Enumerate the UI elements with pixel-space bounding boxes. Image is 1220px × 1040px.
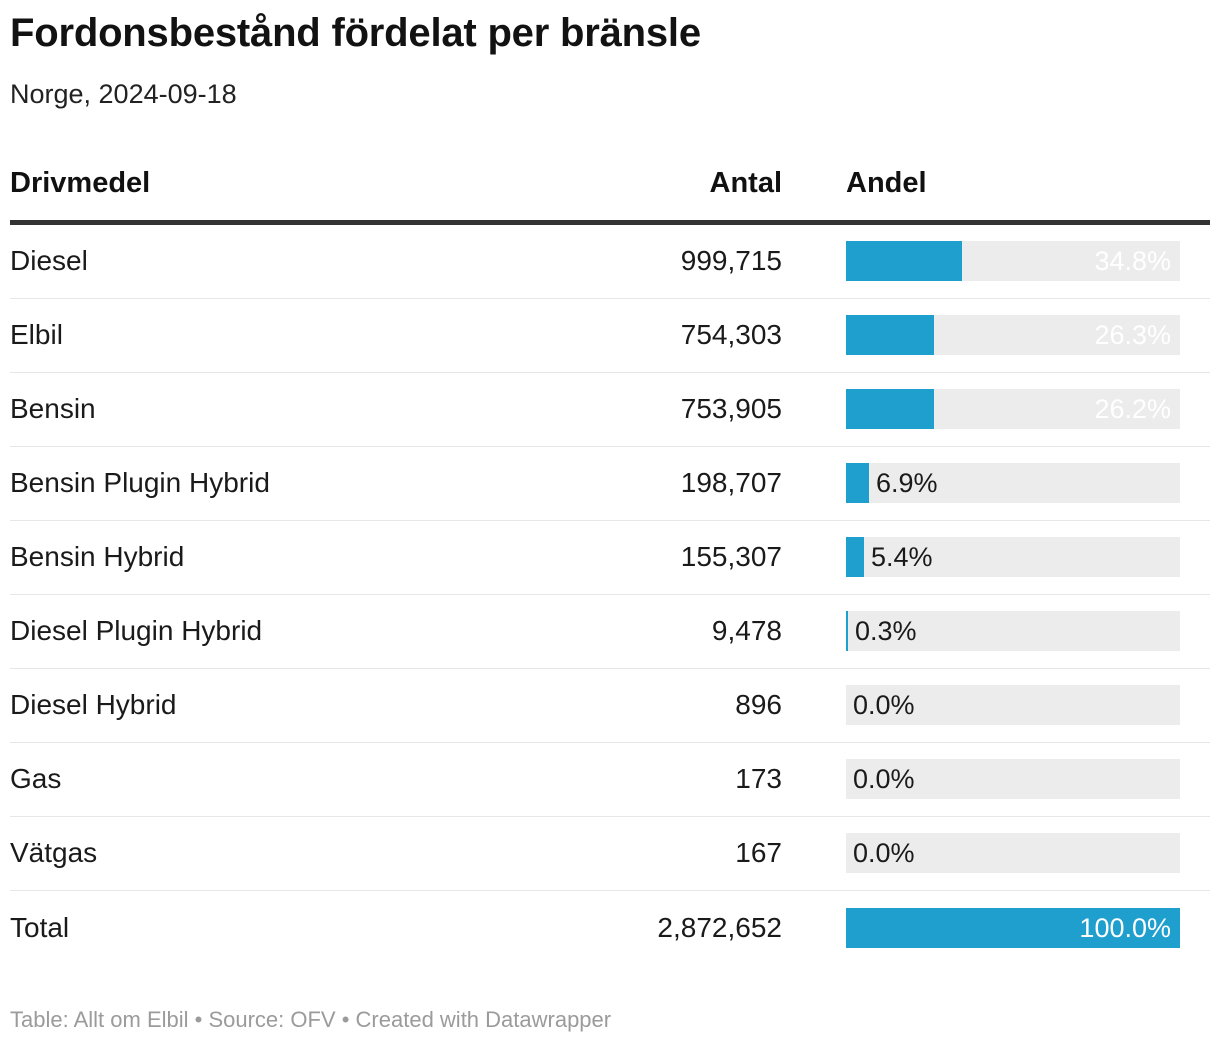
count-value: 9,478: [711, 615, 782, 647]
share-bar-track: 26.2%: [846, 389, 1180, 430]
share-bar-fill: [846, 389, 934, 430]
table-row: Bensin Plugin Hybrid 198,707 6.9%: [10, 447, 1210, 521]
share-bar-label: 6.9%: [876, 468, 938, 499]
table-body: Diesel 999,715 34.8% Elbil 754,303 26.3% Bensi…: [10, 225, 1210, 965]
fuel-label: Diesel Hybrid: [10, 689, 177, 721]
share-bar-label: 26.2%: [1094, 394, 1171, 425]
fuel-label: Bensin Plugin Hybrid: [10, 467, 270, 499]
table-row: Vätgas 167 0.0%: [10, 817, 1210, 891]
count-value: 753,905: [680, 393, 782, 425]
share-bar-label: 0.3%: [855, 616, 917, 647]
chart-title: Fordonsbestånd fördelat per bränsle: [10, 11, 701, 55]
fuel-label: Total: [10, 911, 70, 943]
share-bar-label: 0.0%: [853, 690, 915, 721]
table-header-row: Drivmedel Antal Andel: [10, 167, 1210, 225]
share-bar-fill: [846, 537, 864, 578]
share-bar-track: 0.0%: [846, 685, 1180, 726]
share-bar-cell: 100.0%: [846, 907, 1180, 948]
column-header-andel: Andel: [846, 167, 927, 200]
count-value: 198,707: [680, 467, 782, 499]
table-row: Diesel Hybrid 896 0.0%: [10, 669, 1210, 743]
column-header-drivmedel: Drivmedel: [10, 167, 151, 200]
share-bar-label: 26.3%: [1094, 320, 1171, 351]
attribution-footer: Table: Allt om Elbil • Source: OFV • Cre…: [10, 1006, 612, 1032]
fuel-label: Gas: [10, 763, 62, 795]
share-bar-label: 100.0%: [1079, 912, 1171, 943]
share-bar-track: 34.8%: [846, 241, 1180, 282]
table-row: Total 2,872,652 100.0%: [10, 891, 1210, 965]
share-bar-fill: [846, 315, 934, 356]
share-bar-cell: 0.0%: [846, 833, 1180, 874]
count-value: 896: [735, 689, 782, 721]
share-bar-cell: 0.3%: [846, 611, 1180, 652]
share-bar-fill: [846, 611, 848, 652]
share-bar-cell: 5.4%: [846, 537, 1180, 578]
count-value: 155,307: [680, 541, 782, 573]
count-value: 173: [735, 763, 782, 795]
share-bar-cell: 34.8%: [846, 241, 1180, 282]
table-row: Diesel Plugin Hybrid 9,478 0.3%: [10, 595, 1210, 669]
fuel-label: Elbil: [10, 319, 63, 351]
share-bar-label: 34.8%: [1094, 246, 1171, 277]
share-bar-fill: [846, 907, 1180, 948]
fuel-label: Bensin Hybrid: [10, 541, 185, 573]
share-bar-track: 100.0%: [846, 907, 1180, 948]
share-bar-cell: 26.3%: [846, 315, 1180, 356]
share-bar-label: 0.0%: [853, 764, 915, 795]
count-value: 999,715: [680, 245, 782, 277]
share-bar-cell: 0.0%: [846, 759, 1180, 800]
share-bar-track: 0.3%: [846, 611, 1180, 652]
count-value: 2,872,652: [657, 911, 782, 943]
fuel-label: Vätgas: [10, 837, 98, 869]
fuel-label: Bensin: [10, 393, 96, 425]
share-bar-fill: [846, 241, 962, 282]
share-bar-track: 5.4%: [846, 537, 1180, 578]
chart-subtitle: Norge, 2024-09-18: [10, 79, 237, 109]
share-bar-cell: 26.2%: [846, 389, 1180, 430]
column-header-antal: Antal: [709, 167, 783, 200]
count-value: 167: [735, 837, 782, 869]
table-row: Bensin Hybrid 155,307 5.4%: [10, 521, 1210, 595]
share-bar-label: 0.0%: [853, 838, 915, 869]
table-row: Bensin 753,905 26.2%: [10, 373, 1210, 447]
share-bar-cell: 0.0%: [846, 685, 1180, 726]
share-bar-track: 0.0%: [846, 833, 1180, 874]
share-bar-cell: 6.9%: [846, 463, 1180, 504]
table-row: Gas 173 0.0%: [10, 743, 1210, 817]
share-bar-fill: [846, 463, 869, 504]
table-row: Diesel 999,715 34.8%: [10, 225, 1210, 299]
share-bar-label: 5.4%: [871, 542, 933, 573]
fuel-label: Diesel Plugin Hybrid: [10, 615, 263, 647]
count-value: 754,303: [680, 319, 782, 351]
share-bar-track: 6.9%: [846, 463, 1180, 504]
fuel-label: Diesel: [10, 245, 88, 277]
share-bar-track: 26.3%: [846, 315, 1180, 356]
share-bar-track: 0.0%: [846, 759, 1180, 800]
table-row: Elbil 754,303 26.3%: [10, 299, 1210, 373]
